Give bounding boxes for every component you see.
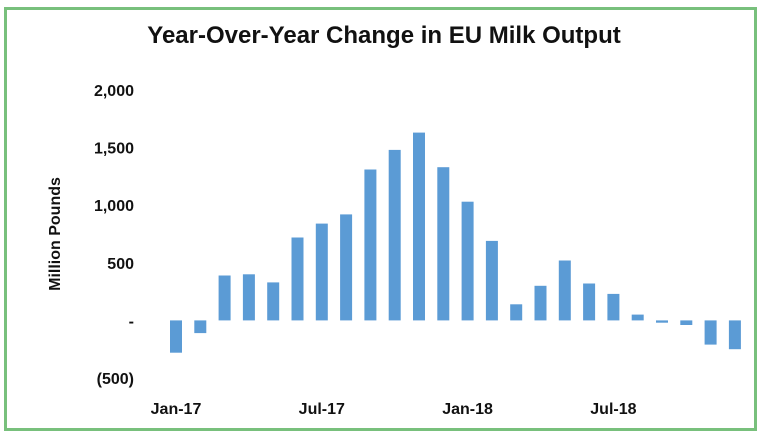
chart-frame	[4, 7, 757, 431]
bar-jul-18	[607, 293, 620, 321]
bars	[170, 132, 741, 353]
x-tick-label: Jul-18	[590, 401, 636, 418]
y-tick-label: 500	[107, 256, 134, 273]
bar-apr-17	[242, 274, 255, 321]
x-tick-label: Jan-18	[442, 401, 493, 418]
y-axis-ticks: 2,000 1,500 1,000 500 - (500)	[94, 83, 134, 388]
y-tick-label: 1,500	[94, 141, 134, 158]
bar-jun-17	[291, 237, 304, 321]
y-tick-label: 1,000	[94, 198, 134, 215]
bar-jun-18	[583, 283, 596, 321]
y-axis-label: Million Pounds	[47, 177, 64, 291]
bar-aug-18	[631, 314, 644, 321]
bar-aug-17	[340, 214, 353, 321]
y-tick-label: (500)	[97, 371, 134, 388]
bar-jul-17	[315, 223, 328, 321]
bar-oct-17	[388, 149, 401, 321]
bar-apr-18	[534, 285, 547, 321]
bar-jan-17	[170, 320, 182, 353]
bar-feb-17	[194, 320, 207, 334]
bar-feb-18	[485, 240, 498, 321]
bar-may-18	[558, 260, 571, 321]
y-tick-label: 2,000	[94, 83, 134, 100]
bar-mar-18	[510, 304, 523, 321]
bar-nov-18	[704, 320, 717, 345]
chart-title: Year-Over-Year Change in EU Milk Output	[147, 22, 621, 49]
x-tick-label: Jan-17	[151, 401, 202, 418]
bar-may-17	[267, 282, 280, 321]
x-axis-ticks: Jan-17 Jul-17 Jan-18 Jul-18	[151, 401, 637, 418]
x-tick-label: Jul-17	[299, 401, 345, 418]
bar-nov-17	[413, 132, 425, 321]
bar-sep-18	[656, 320, 668, 323]
bar-dec-17	[437, 167, 450, 321]
bar-jan-18	[461, 201, 474, 321]
bar-mar-17	[218, 275, 231, 321]
bar-dec-18	[728, 320, 741, 350]
bar-sep-17	[364, 169, 377, 321]
y-tick-label: -	[129, 313, 134, 330]
bar-oct-18	[680, 320, 693, 325]
